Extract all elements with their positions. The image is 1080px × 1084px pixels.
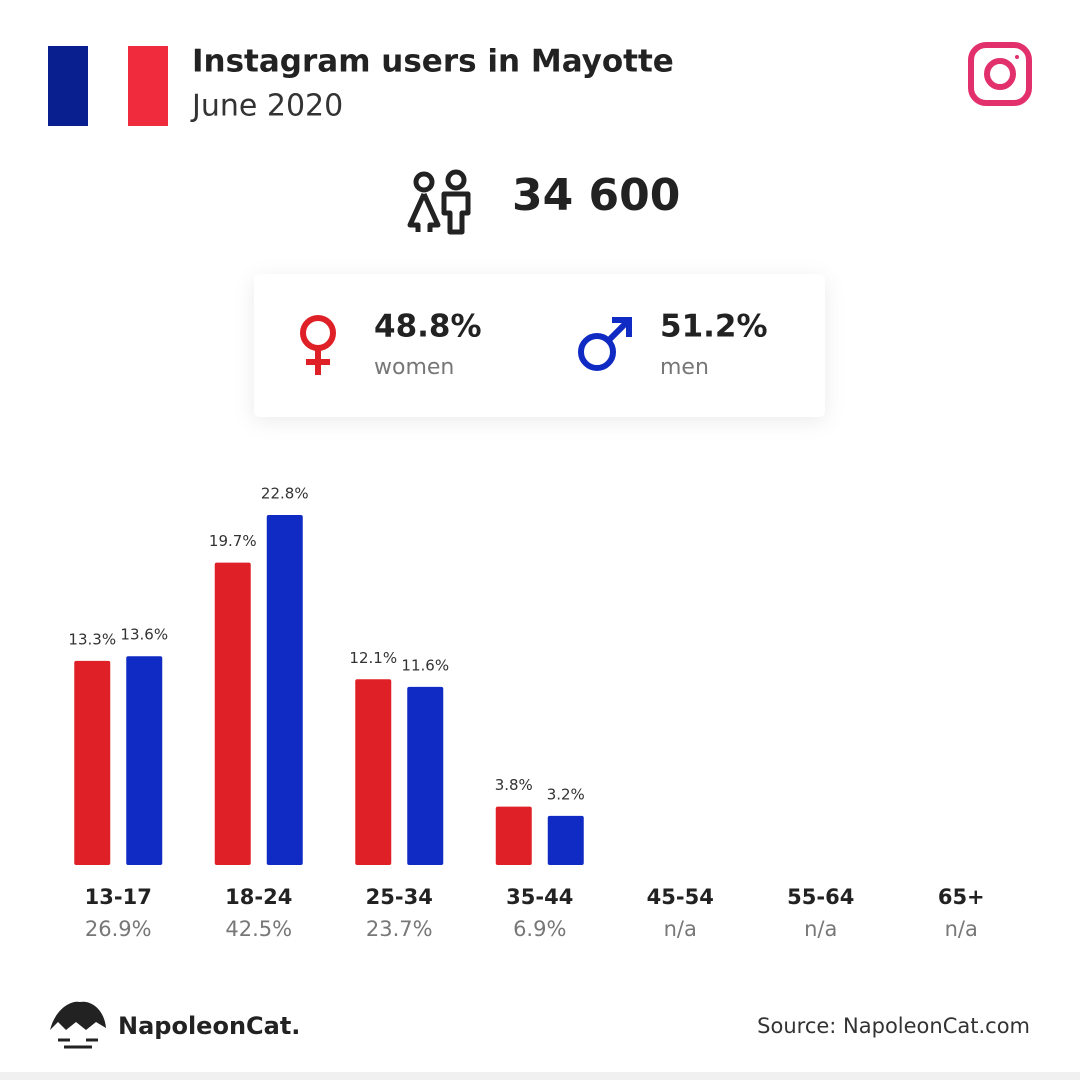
women-share: 48.8% [374,309,482,345]
subtitle: June 2020 [190,89,343,124]
flag-blue [48,46,88,126]
napoleoncat-logo [50,1001,106,1049]
category-label: 65+ [938,885,985,909]
female-symbol [300,315,336,375]
bar [126,656,163,865]
category-label: 45-54 [647,885,714,909]
category-total: 26.9% [85,917,152,941]
category-label: 25-34 [366,885,433,909]
category-label: 35-44 [506,885,573,909]
bar [266,515,303,865]
value-label: 13.3% [68,630,116,648]
people-icon [407,169,471,235]
category-total: n/a [804,917,837,941]
total-users: 34 600 [512,170,680,221]
instagram-icon [968,42,1032,106]
category-total: n/a [664,917,697,941]
value-label: 3.8% [495,776,533,794]
value-label: 22.8% [261,485,309,503]
bar [214,562,251,865]
value-label: 3.2% [547,785,585,803]
category-label: 18-24 [225,885,292,909]
brand: NapoleonCat. [118,1012,300,1040]
men-label: men [660,355,709,380]
value-label: 13.6% [120,626,168,644]
bar [495,806,532,865]
category-total: 42.5% [225,917,292,941]
category-label: 13-17 [85,885,152,909]
source: Source: NapoleonCat.com [757,1014,1030,1038]
bottom-strip [0,1072,1080,1080]
category-total: 23.7% [366,917,433,941]
age-chart: 13-17 26.9% 13.3% 13.6% 18-24 42.5% 19.7% 22.8%… [68,485,984,942]
title: Instagram users in Mayotte [192,44,674,80]
value-label: 11.6% [401,656,449,674]
flag-red [128,46,168,126]
male-symbol [578,317,632,371]
men-share: 51.2% [660,309,768,345]
category-total: n/a [945,917,978,941]
bar [74,660,111,865]
category-total: 6.9% [513,917,566,941]
value-label: 19.7% [209,532,257,550]
category-label: 55-64 [787,885,854,909]
women-label: women [374,355,454,380]
bar [407,686,444,865]
bar [547,815,584,865]
gender-card [254,274,825,417]
bar [355,679,392,865]
value-label: 12.1% [349,649,397,667]
